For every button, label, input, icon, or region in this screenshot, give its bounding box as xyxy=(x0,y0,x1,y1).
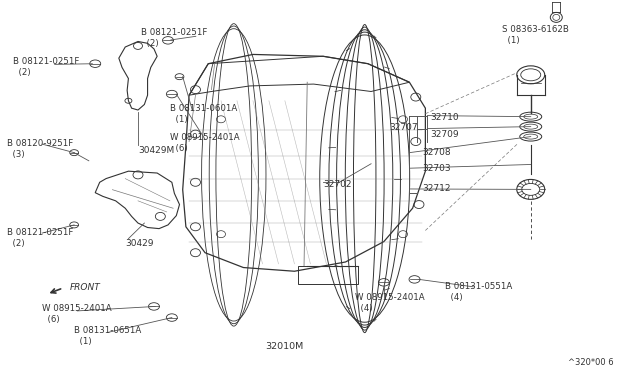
Text: B 08131-0601A
  (1): B 08131-0601A (1) xyxy=(170,104,237,124)
Text: W 08915-2401A
  (6): W 08915-2401A (6) xyxy=(42,304,112,324)
Text: 32010M: 32010M xyxy=(266,341,304,350)
Text: 32703: 32703 xyxy=(422,164,451,173)
Text: W 08915-2401A
  (6): W 08915-2401A (6) xyxy=(170,133,239,153)
Text: 32710: 32710 xyxy=(431,113,459,122)
Text: S 08363-6162B
  (1): S 08363-6162B (1) xyxy=(502,25,569,45)
Text: 32709: 32709 xyxy=(431,129,459,139)
Text: B 08121-0251F
  (2): B 08121-0251F (2) xyxy=(13,57,80,77)
Text: B 08121-0251F
  (2): B 08121-0251F (2) xyxy=(7,228,74,248)
Text: 32712: 32712 xyxy=(422,185,451,193)
Text: 32707: 32707 xyxy=(389,123,417,132)
Text: 30429M: 30429M xyxy=(138,146,174,155)
Text: B 08120-9251F
  (3): B 08120-9251F (3) xyxy=(7,139,74,159)
Text: W 08915-2401A
  (4): W 08915-2401A (4) xyxy=(355,293,425,313)
Text: B 08121-0251F
  (2): B 08121-0251F (2) xyxy=(141,28,207,48)
Text: B 08131-0651A
  (1): B 08131-0651A (1) xyxy=(74,326,141,346)
Text: B 08131-0551A
  (4): B 08131-0551A (4) xyxy=(445,282,512,302)
Text: FRONT: FRONT xyxy=(70,283,100,292)
Text: ^320*00 6: ^320*00 6 xyxy=(568,357,614,366)
Text: 30429: 30429 xyxy=(125,239,154,248)
Text: 32708: 32708 xyxy=(422,148,451,157)
Text: 32702: 32702 xyxy=(323,180,352,189)
